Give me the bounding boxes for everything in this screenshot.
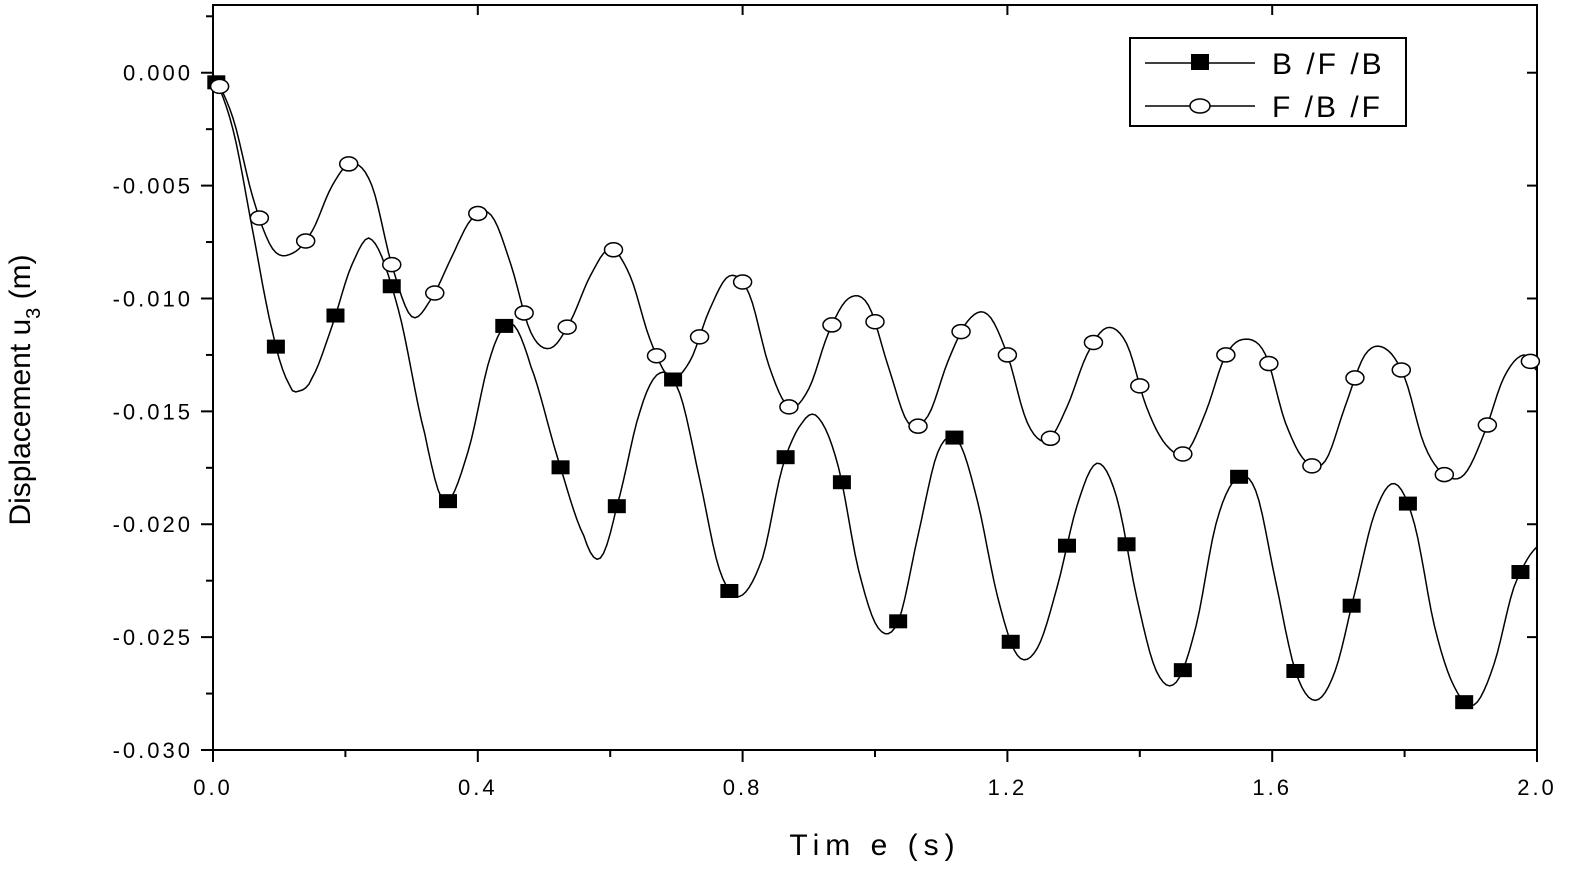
y-axis-title: Displacement u3 (m): [4, 254, 45, 525]
y-tick-label: -0.030: [113, 738, 193, 763]
marker-bfb: [720, 583, 739, 598]
marker-bfb: [832, 475, 851, 490]
marker-bfb: [495, 318, 514, 333]
x-tick-label: 0.0: [193, 775, 233, 800]
marker-fbf: [951, 323, 971, 340]
legend-label-bfb: B /F /B: [1272, 48, 1385, 81]
marker-bfb: [776, 450, 795, 465]
y-axis-title-unit: (m): [4, 254, 37, 307]
marker-fbf: [1345, 370, 1365, 386]
x-tick-label: 0.4: [458, 775, 498, 800]
series-layer: [207, 75, 1541, 710]
marker-fbf: [1040, 430, 1061, 447]
marker-bfb: [1342, 598, 1361, 613]
marker-fbf: [1434, 466, 1455, 483]
marker-fbf: [865, 313, 885, 330]
marker-bfb: [1001, 634, 1020, 649]
marker-fbf: [425, 285, 445, 301]
marker-fbf: [646, 348, 667, 364]
legend: B /F /B F /B /F: [1129, 37, 1407, 127]
y-tick-label: -0.015: [113, 399, 193, 424]
legend-marker-fbf: [1189, 98, 1211, 114]
x-tick-label: 2.0: [1517, 775, 1557, 800]
marker-fbf: [779, 399, 799, 415]
series-line-fbf: [212, 76, 1538, 480]
marker-fbf: [468, 205, 488, 222]
y-tick-label: -0.010: [113, 286, 193, 311]
marker-fbf: [689, 329, 710, 345]
marker-fbf: [1173, 446, 1193, 462]
marker-bfb: [607, 499, 626, 514]
marker-fbf: [209, 78, 230, 95]
marker-fbf: [1477, 417, 1498, 433]
marker-fbf: [1259, 355, 1279, 372]
y-axis-title-subscript: 3: [23, 308, 45, 319]
marker-fbf: [514, 305, 534, 321]
y-tick-label: -0.005: [113, 174, 193, 199]
marker-bfb: [551, 460, 570, 475]
marker-fbf: [557, 319, 577, 335]
marker-bfb: [1173, 663, 1192, 678]
marker-fbf: [1083, 334, 1104, 351]
marker-bfb: [1286, 663, 1305, 678]
axes-layer: 0.0 0.4 0.8 1.2 1.6 2.0 0.000 -0.005 -0.010 -0.01…: [113, 5, 1557, 800]
marker-fbf: [603, 242, 624, 258]
legend-label-fbf: F /B /F: [1272, 91, 1383, 124]
y-axis-title-main: Displacement u: [4, 319, 37, 526]
marker-fbf: [295, 233, 316, 249]
series-line-bfb: [212, 76, 1538, 707]
y-tick-label: -0.025: [113, 625, 193, 650]
marker-bfb: [1455, 695, 1474, 710]
marker-bfb: [266, 339, 285, 354]
marker-bfb: [439, 494, 458, 509]
marker-fbf: [1520, 353, 1541, 370]
y-tick-label: -0.020: [113, 512, 193, 537]
marker-fbf: [908, 418, 928, 434]
marker-bfb: [889, 614, 908, 629]
x-tick-label: 1.6: [1252, 775, 1292, 800]
marker-fbf: [1302, 458, 1322, 474]
marker-bfb: [945, 430, 964, 445]
marker-fbf: [249, 210, 270, 226]
x-tick-label: 0.8: [723, 775, 763, 800]
marker-fbf: [997, 347, 1018, 363]
marker-bfb: [1230, 469, 1249, 484]
marker-fbf: [381, 256, 402, 273]
x-axis-title: Tim e (s): [789, 829, 960, 862]
marker-fbf: [1391, 362, 1412, 378]
marker-fbf: [1216, 347, 1236, 363]
y-tick-label: 0.000: [123, 61, 193, 86]
marker-bfb: [326, 308, 345, 323]
x-tick-label: 1.2: [988, 775, 1028, 800]
marker-fbf: [1130, 378, 1150, 394]
legend-marker-bfb: [1191, 54, 1209, 70]
marker-bfb: [1057, 538, 1076, 553]
marker-fbf: [338, 156, 359, 172]
marker-bfb: [1117, 537, 1136, 552]
marker-bfb: [1398, 496, 1417, 511]
marker-fbf: [732, 274, 753, 290]
marker-bfb: [1511, 565, 1530, 580]
marker-bfb: [382, 279, 401, 294]
marker-fbf: [822, 317, 842, 333]
legend-box: [1129, 37, 1407, 127]
